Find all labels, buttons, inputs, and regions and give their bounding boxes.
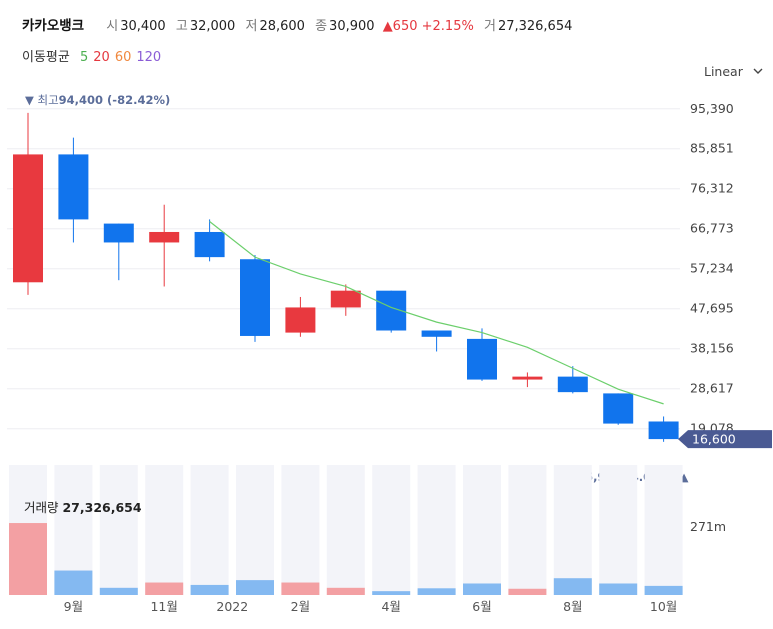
price-tick-label: 28,617 bbox=[690, 381, 734, 396]
candle-body bbox=[557, 376, 588, 393]
volume-bar bbox=[599, 583, 638, 595]
volume-bar bbox=[508, 588, 547, 595]
current-price-tag bbox=[678, 430, 772, 449]
volume-bar bbox=[644, 585, 683, 595]
price-tick-label: 38,156 bbox=[690, 341, 734, 356]
candle-body bbox=[421, 330, 452, 337]
volume-bar bbox=[553, 578, 592, 595]
volume-bar bbox=[281, 582, 320, 595]
volume-slot bbox=[326, 465, 365, 595]
volume-slot bbox=[553, 465, 592, 595]
high-annotation-value: 94,400 (-82.42%) bbox=[59, 93, 171, 107]
ma-period-120: 120 bbox=[136, 50, 162, 65]
candle-body bbox=[13, 154, 43, 283]
x-axis-label: 10월 bbox=[650, 599, 677, 614]
moving-average-legend[interactable]: 이동평균 5 20 60 120 bbox=[22, 46, 166, 65]
price-tick-label: 66,773 bbox=[690, 221, 734, 236]
volume-bar bbox=[54, 570, 93, 595]
volume-slot bbox=[281, 465, 320, 595]
candle-body bbox=[240, 259, 270, 336]
volume-slot bbox=[372, 465, 411, 595]
volume-bar bbox=[372, 591, 411, 595]
price-tick-label: 95,390 bbox=[690, 101, 734, 116]
high-annotation-label: 최고 bbox=[38, 93, 59, 107]
low-value: 28,600 bbox=[259, 19, 305, 34]
x-axis-label: 4월 bbox=[381, 599, 400, 614]
volume-bar bbox=[326, 587, 365, 595]
open-value: 30,400 bbox=[120, 19, 166, 34]
volume-slot bbox=[463, 465, 501, 595]
x-axis-label: 2월 bbox=[291, 599, 310, 614]
candle-body bbox=[149, 231, 180, 243]
x-axis-label: 8월 bbox=[563, 599, 582, 614]
open-label: 시 bbox=[106, 19, 119, 34]
high-label: 고 bbox=[175, 19, 188, 34]
volume-slot bbox=[417, 465, 456, 595]
price-tick-label: 57,234 bbox=[690, 261, 734, 276]
volume-bar bbox=[190, 584, 229, 595]
volume-label: 거 bbox=[483, 19, 496, 34]
high-marker-icon: ▼ bbox=[25, 93, 38, 107]
volume-slot bbox=[236, 465, 274, 595]
volume-axis-label: 271m bbox=[690, 519, 726, 534]
volume-slot bbox=[644, 465, 683, 595]
chevron-down-icon bbox=[747, 64, 763, 79]
ma-period-5: 5 bbox=[79, 50, 89, 65]
volume-bar bbox=[463, 583, 501, 595]
volume-panel-label: 거래량 bbox=[24, 500, 62, 515]
volume-value: 27,326,654 bbox=[497, 19, 573, 34]
high-annotation: ▼ 최고94,400 (-82.42%) bbox=[25, 93, 170, 107]
moving-average-label: 이동평균 bbox=[22, 50, 70, 65]
change-value: ▲650 +2.15% bbox=[382, 19, 474, 34]
stock-header: 카카오뱅크 시 30,400 고 32,000 저 28,600 종 30,900 ▲6… bbox=[22, 14, 572, 34]
current-price-label: 16,600 bbox=[692, 432, 736, 447]
volume-panel-value: 27,326,654 bbox=[62, 500, 141, 515]
x-axis-label: 2022 bbox=[216, 599, 248, 614]
ma-period-60: 60 bbox=[114, 50, 132, 65]
volume-bar bbox=[99, 587, 138, 595]
volume-slot bbox=[99, 465, 138, 595]
volume-bar bbox=[417, 588, 456, 595]
x-axis-label: 9월 bbox=[64, 599, 83, 614]
volume-slot bbox=[190, 465, 229, 595]
moving-average-line bbox=[209, 221, 664, 405]
scale-select-value: Linear bbox=[704, 64, 743, 79]
close-label: 종 bbox=[315, 19, 328, 34]
price-tick-label: 85,851 bbox=[690, 141, 734, 156]
volume-slot bbox=[145, 465, 184, 595]
volume-panel-title: 거래량 27,326,654 bbox=[24, 500, 142, 515]
candle-body bbox=[512, 376, 543, 380]
low-label: 저 bbox=[245, 19, 258, 34]
x-axis-label: 11월 bbox=[150, 599, 177, 614]
volume-slot bbox=[508, 465, 547, 595]
price-tick-label: 76,312 bbox=[690, 181, 734, 196]
volume-bar bbox=[9, 523, 47, 595]
high-value: 32,000 bbox=[189, 19, 236, 34]
stock-name: 카카오뱅크 bbox=[22, 18, 85, 34]
candle-body bbox=[648, 421, 679, 440]
ma-period-20: 20 bbox=[93, 50, 110, 65]
candle-body bbox=[603, 393, 634, 424]
x-axis-label: 6월 bbox=[472, 599, 491, 614]
close-value: 30,900 bbox=[329, 19, 375, 34]
candle-body bbox=[330, 290, 361, 308]
candle-body bbox=[194, 231, 225, 258]
volume-bar bbox=[145, 582, 184, 595]
candle-body bbox=[58, 154, 89, 220]
candle-body bbox=[285, 307, 316, 333]
volume-slot bbox=[599, 465, 638, 595]
candle-body bbox=[103, 223, 134, 243]
volume-bar bbox=[236, 580, 274, 595]
candle-body bbox=[467, 338, 497, 380]
scale-select[interactable]: Linear bbox=[704, 64, 763, 79]
price-tick-label: 47,695 bbox=[690, 301, 734, 316]
